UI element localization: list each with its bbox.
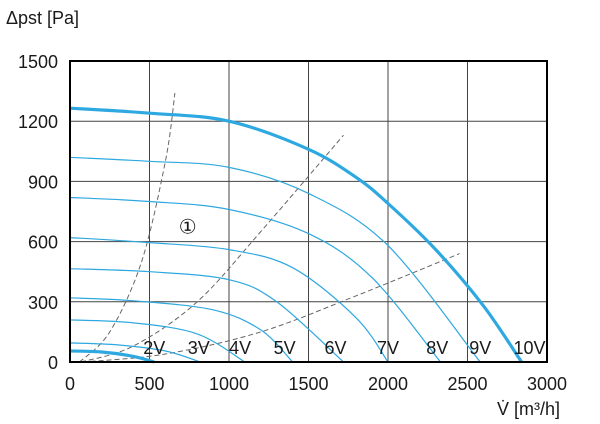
system-line-2 [80,134,344,363]
circle-1-annotation: ① [179,215,197,239]
curve-6V [69,268,344,363]
x-tick-label-2500: 2500 [447,374,487,394]
voltage-labels: 2V 3V 4V 5V 6V 7V 8V 9V 10V [143,338,545,358]
fan-curves [69,106,523,364]
y-tick-label-300: 300 [28,293,58,313]
voltage-label-10V: 10V [513,338,545,358]
curve-9V [69,156,481,363]
y-tick-label-600: 600 [28,233,58,253]
curve-10V [69,106,523,363]
voltage-label-4V: 4V [229,338,251,358]
curve-8V [69,196,441,363]
x-tick-label-3000: 3000 [527,374,567,394]
voltage-label-6V: 6V [325,338,347,358]
curve-2V [69,349,155,364]
system-line-3 [82,253,460,363]
voltage-label-5V: 5V [274,338,296,358]
x-tick-label-1000: 1000 [209,374,249,394]
voltage-label-2V: 2V [143,338,165,358]
curve-4V [69,319,246,363]
x-axis-title: V̇ [m³/h] [497,399,560,419]
y-tick-label-900: 900 [28,172,58,192]
y-tick-label-1200: 1200 [18,112,58,132]
y-tick-label-1500: 1500 [18,52,58,72]
x-tick-label-1500: 1500 [288,374,328,394]
y-axis-title: Δpst [Pa] [6,8,79,28]
voltage-label-7V: 7V [377,338,399,358]
y-tick-label-0: 0 [48,353,58,373]
grid [70,61,547,362]
voltage-label-9V: 9V [469,338,491,358]
curve-7V [69,237,389,363]
x-tick-label-2000: 2000 [368,374,408,394]
system-line-1 [79,93,176,363]
voltage-label-3V: 3V [188,338,210,358]
voltage-label-8V: 8V [426,338,448,358]
x-tick-labels: 0 500 1000 1500 2000 2500 3000 [65,374,567,394]
y-tick-labels: 0 300 600 900 1200 1500 [18,52,58,373]
x-tick-label-0: 0 [65,374,75,394]
curve-3V [69,342,201,363]
curve-5V [69,297,294,363]
plot-frame [69,60,548,363]
x-tick-label-500: 500 [134,374,164,394]
